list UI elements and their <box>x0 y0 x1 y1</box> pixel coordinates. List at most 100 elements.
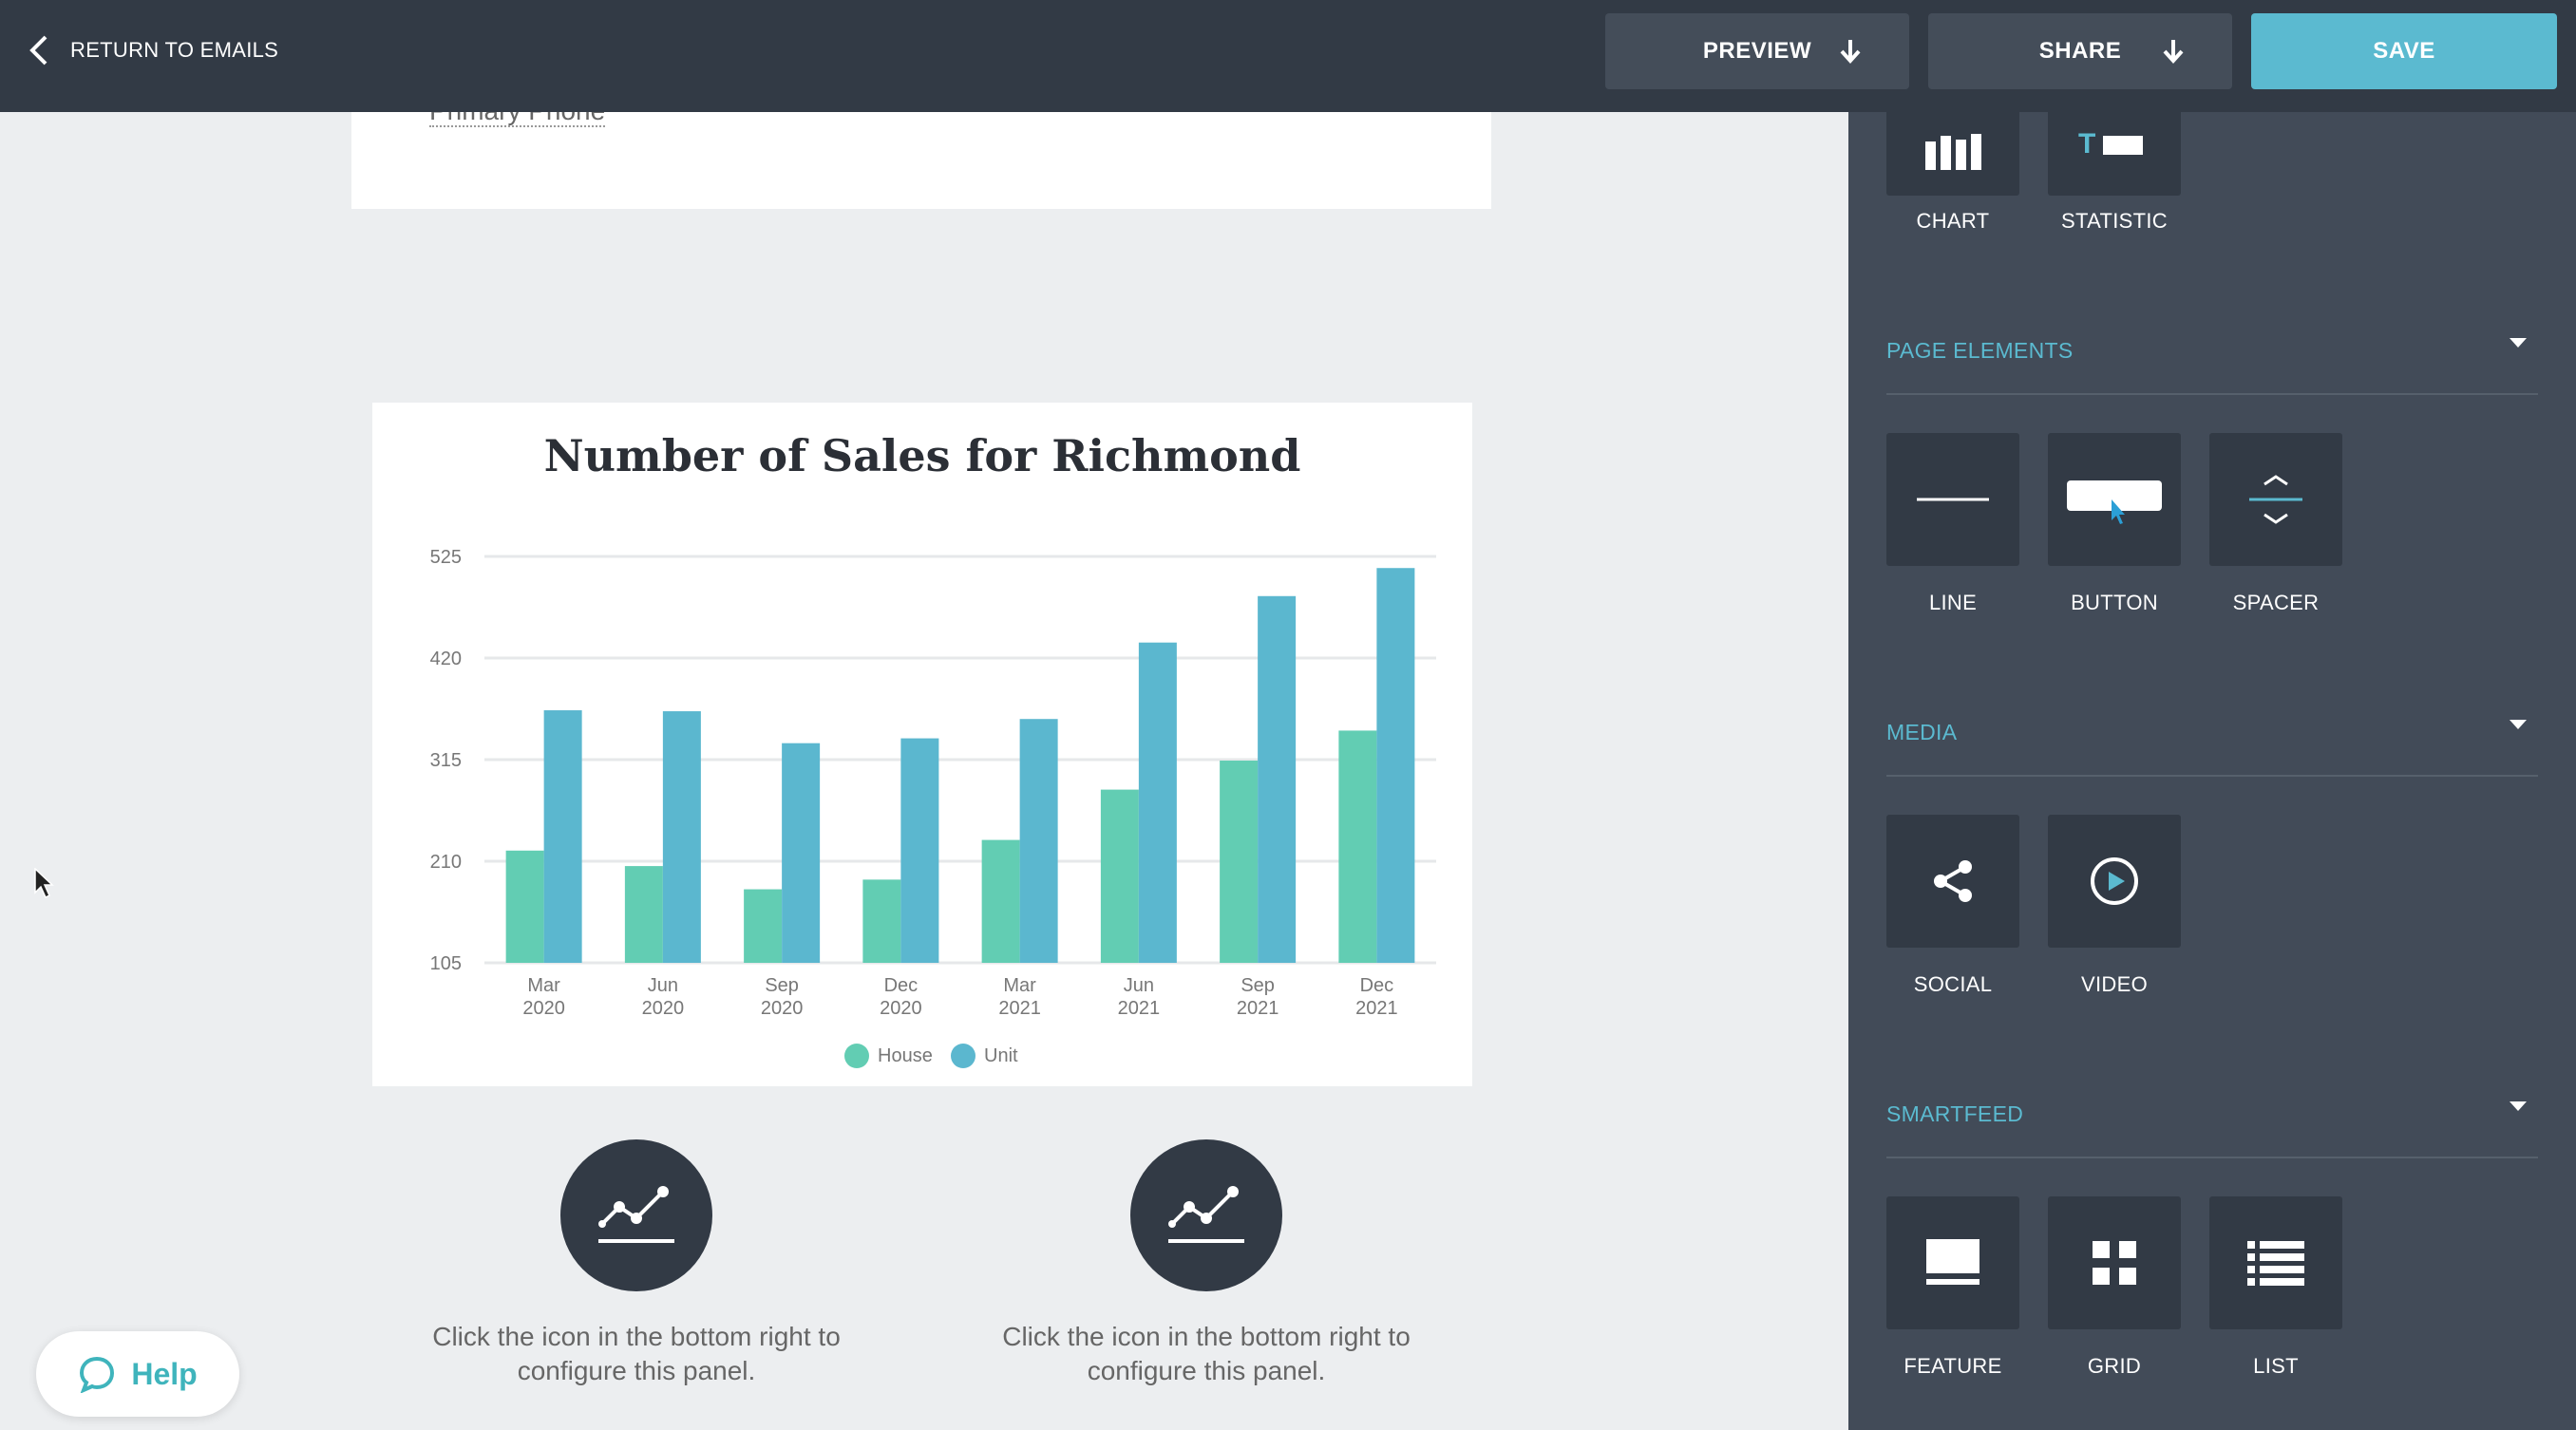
x-tick-label: Jun <box>648 975 678 996</box>
chart-tile[interactable] <box>1886 112 2019 196</box>
spacer-tile[interactable] <box>2209 433 2342 566</box>
bar-house <box>744 889 783 963</box>
panel-hint-line1: Click the icon in the bottom right to <box>432 1322 841 1351</box>
panel-placeholder-2: Click the icon in the bottom right to co… <box>959 1139 1453 1388</box>
svg-text:T: T <box>2078 128 2095 160</box>
y-tick-label: 105 <box>430 953 462 974</box>
y-tick-label: 420 <box>430 649 462 669</box>
tile-label: FEATURE <box>1904 1354 2002 1378</box>
chat-bubble-icon <box>80 1356 115 1393</box>
x-tick-label: Dec <box>884 975 919 996</box>
return-to-emails-link[interactable]: RETURN TO EMAILS <box>28 0 278 101</box>
bar-unit <box>543 710 582 963</box>
bar-unit <box>1138 642 1177 963</box>
preview-button[interactable]: PREVIEW <box>1605 13 1909 89</box>
bar-unit <box>662 711 701 963</box>
elements-sidebar: CHART T STATISTIC PAGE ELEMENTS LINE BUT… <box>1848 112 2576 1430</box>
x-tick-label: Mar <box>1003 975 1036 996</box>
bar-house <box>1220 761 1259 963</box>
section-title: SMARTFEED <box>1886 1101 2024 1126</box>
email-content-block[interactable]: Primary Phone <box>351 95 1491 209</box>
social-tile[interactable] <box>1886 815 2019 948</box>
share-icon <box>1934 860 1972 902</box>
top-bar: RETURN TO EMAILS PREVIEW SHARE SAVE <box>0 0 2576 112</box>
x-tick-label: 2020 <box>642 998 685 1019</box>
bar-house <box>624 866 663 963</box>
bar-house <box>1338 730 1377 963</box>
x-tick-label: 2021 <box>1118 998 1161 1019</box>
tile-label: CHART <box>1916 209 1990 233</box>
x-tick-label: Sep <box>1241 975 1275 996</box>
panel-placeholder-1: Click the icon in the bottom right to co… <box>389 1139 883 1388</box>
x-tick-label: Mar <box>527 975 560 996</box>
arrow-down-icon <box>2163 40 2184 64</box>
bar-unit <box>1376 568 1415 963</box>
mouse-cursor-icon <box>34 868 54 899</box>
share-button[interactable]: SHARE <box>1928 13 2232 89</box>
y-tick-label: 315 <box>430 750 462 771</box>
help-label: Help <box>131 1356 198 1391</box>
line-tile[interactable] <box>1886 433 2019 566</box>
bar-house <box>862 879 901 963</box>
bar-unit <box>1019 719 1058 963</box>
caret-down-icon <box>2510 720 2527 729</box>
section-smartfeed[interactable]: SMARTFEED <box>1886 1081 2538 1158</box>
tile-label: LIST <box>2253 1354 2299 1378</box>
legend-label: House <box>878 1045 933 1066</box>
configure-panel-button[interactable] <box>560 1139 712 1291</box>
tile-label: SOCIAL <box>1913 972 1993 996</box>
bar-unit <box>1258 595 1297 963</box>
list-tile[interactable] <box>2209 1196 2342 1329</box>
section-title: MEDIA <box>1886 720 1958 744</box>
chart-panel[interactable]: Number of Sales for Richmond 105 210 315 420… <box>372 403 1472 1086</box>
button-tile[interactable] <box>2048 433 2181 566</box>
line-chart-icon <box>598 1186 674 1243</box>
preview-label: PREVIEW <box>1702 38 1812 64</box>
caret-down-icon <box>2510 338 2527 348</box>
x-tick-label: 2020 <box>522 998 565 1019</box>
save-label: SAVE <box>2373 38 2435 64</box>
legend-label: Unit <box>984 1045 1018 1066</box>
x-tick-label: 2021 <box>1355 998 1398 1019</box>
share-label: SHARE <box>2038 38 2122 64</box>
save-button[interactable]: SAVE <box>2251 13 2557 89</box>
video-tile[interactable] <box>2048 815 2181 948</box>
section-title: PAGE ELEMENTS <box>1886 338 2074 363</box>
panel-hint-line1: Click the icon in the bottom right to <box>1002 1322 1411 1351</box>
tile-label: BUTTON <box>2071 591 2158 614</box>
chevron-left-icon <box>29 35 47 66</box>
statistic-tile[interactable]: T <box>2048 112 2181 196</box>
section-page-elements[interactable]: PAGE ELEMENTS <box>1886 317 2538 395</box>
panel-hint-line2: configure this panel. <box>1087 1356 1326 1385</box>
y-tick-label: 210 <box>430 852 462 873</box>
y-tick-label: 525 <box>430 547 462 568</box>
chart-title: Number of Sales for Richmond <box>544 430 1301 481</box>
configure-panel-button[interactable] <box>1130 1139 1282 1291</box>
grid-tile[interactable] <box>2048 1196 2181 1329</box>
section-media[interactable]: MEDIA <box>1886 699 2538 777</box>
feature-tile[interactable] <box>1886 1196 2019 1329</box>
tile-label: STATISTIC <box>2061 209 2168 233</box>
help-button[interactable]: Help <box>36 1331 239 1417</box>
line-icon <box>1917 498 1989 501</box>
spacer-icon <box>2249 475 2302 524</box>
line-chart-icon <box>1168 1186 1244 1243</box>
return-to-emails-label: RETURN TO EMAILS <box>70 38 279 62</box>
caret-down-icon <box>2510 1101 2527 1111</box>
statistic-icon: T <box>2078 128 2143 160</box>
feature-icon <box>1926 1239 1979 1285</box>
panel-hint: Click the icon in the bottom right to co… <box>959 1320 1453 1388</box>
tile-label: VIDEO <box>2081 972 2148 996</box>
x-tick-label: Jun <box>1124 975 1154 996</box>
x-tick-label: Sep <box>765 975 799 996</box>
tile-label: SPACER <box>2232 591 2320 614</box>
x-tick-label: 2021 <box>998 998 1041 1019</box>
grid-icon <box>2093 1241 2136 1285</box>
x-tick-label: 2020 <box>761 998 804 1019</box>
panel-hint-line2: configure this panel. <box>517 1356 756 1385</box>
x-tick-label: 2021 <box>1237 998 1279 1019</box>
legend-swatch-unit <box>951 1044 975 1068</box>
bar-chart-icon <box>1925 134 1981 170</box>
bar-chart: Number of Sales for Richmond 105 210 315 420… <box>430 430 1436 1068</box>
arrow-down-icon <box>1840 40 1861 64</box>
